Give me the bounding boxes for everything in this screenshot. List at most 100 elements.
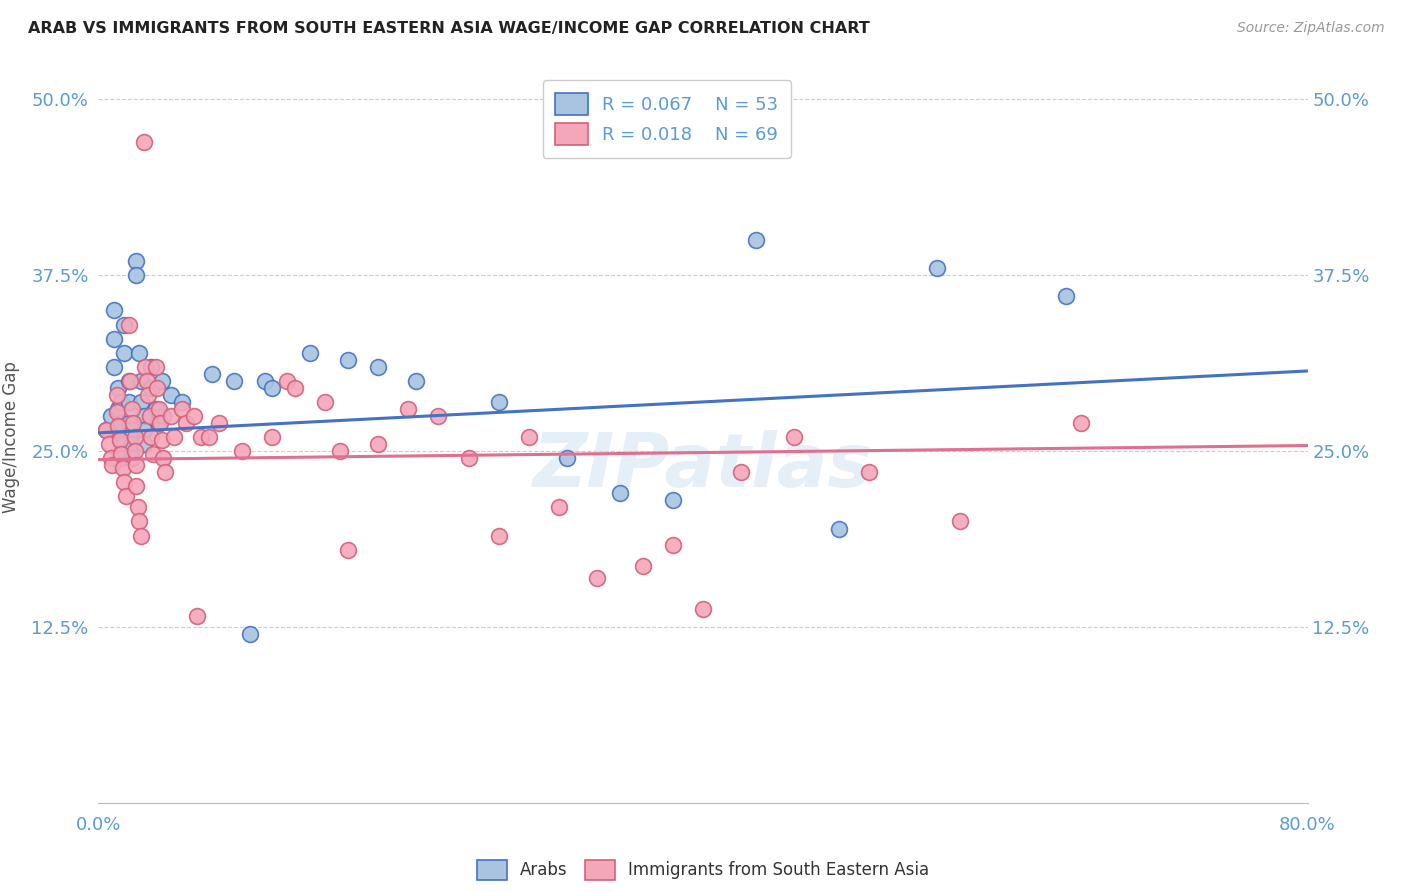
Point — [134, 359, 156, 374]
Point — [163, 430, 186, 444]
Point — [142, 447, 165, 461]
Point — [949, 515, 972, 529]
Point — [110, 451, 132, 466]
Point — [114, 489, 136, 503]
Text: ZIPatlas: ZIPatlas — [533, 430, 873, 503]
Point — [125, 479, 148, 493]
Point — [100, 409, 122, 423]
Point — [112, 345, 135, 359]
Point — [150, 433, 173, 447]
Point — [107, 423, 129, 437]
Point — [132, 409, 155, 423]
Point — [745, 233, 768, 247]
Point — [112, 318, 135, 332]
Point — [631, 559, 654, 574]
Point — [150, 374, 173, 388]
Point — [190, 430, 212, 444]
Point — [224, 374, 246, 388]
Point — [121, 437, 143, 451]
Point — [125, 458, 148, 473]
Text: Source: ZipAtlas.com: Source: ZipAtlas.com — [1237, 21, 1385, 35]
Point — [118, 374, 141, 388]
Point — [231, 444, 253, 458]
Point — [141, 430, 163, 444]
Point — [262, 430, 284, 444]
Point — [336, 352, 359, 367]
Point — [276, 374, 298, 388]
Point — [299, 345, 322, 359]
Point — [110, 395, 132, 409]
Point — [110, 447, 132, 461]
Point — [153, 465, 176, 479]
Point — [105, 388, 128, 402]
Point — [661, 538, 683, 552]
Point — [107, 381, 129, 395]
Point — [197, 430, 219, 444]
Point — [121, 401, 143, 416]
Point — [100, 451, 122, 466]
Point — [170, 401, 193, 416]
Point — [141, 381, 163, 395]
Point — [149, 416, 172, 430]
Point — [828, 521, 851, 535]
Point — [927, 261, 949, 276]
Point — [107, 418, 129, 433]
Point — [692, 601, 714, 615]
Point — [125, 254, 148, 268]
Point — [128, 345, 150, 359]
Point — [239, 627, 262, 641]
Point — [146, 381, 169, 395]
Point — [145, 359, 167, 374]
Point — [103, 332, 125, 346]
Point — [336, 542, 359, 557]
Point — [160, 409, 183, 423]
Point — [170, 395, 193, 409]
Point — [111, 461, 134, 475]
Point — [201, 367, 224, 381]
Point — [145, 401, 167, 416]
Point — [183, 409, 205, 423]
Point — [135, 374, 157, 388]
Point — [148, 416, 170, 430]
Point — [132, 135, 155, 149]
Point — [152, 451, 174, 466]
Point — [122, 416, 145, 430]
Point — [730, 465, 752, 479]
Point — [139, 409, 162, 423]
Point — [329, 444, 352, 458]
Point — [110, 437, 132, 451]
Point — [129, 374, 152, 388]
Point — [132, 437, 155, 451]
Point — [94, 423, 117, 437]
Point — [208, 416, 231, 430]
Point — [174, 416, 197, 430]
Point — [107, 401, 129, 416]
Point — [488, 528, 510, 542]
Point — [132, 423, 155, 437]
Point — [108, 433, 131, 447]
Point — [262, 381, 284, 395]
Point — [661, 493, 683, 508]
Point — [152, 409, 174, 423]
Point — [120, 374, 142, 388]
Point — [110, 416, 132, 430]
Point — [98, 437, 121, 451]
Point — [124, 430, 146, 444]
Point — [457, 451, 479, 466]
Point — [129, 395, 152, 409]
Point — [783, 430, 806, 444]
Point — [136, 388, 159, 402]
Point — [121, 451, 143, 466]
Point — [128, 515, 150, 529]
Point — [118, 395, 141, 409]
Point — [405, 374, 427, 388]
Point — [253, 374, 276, 388]
Point — [103, 359, 125, 374]
Point — [609, 486, 631, 500]
Point — [125, 268, 148, 283]
Y-axis label: Wage/Income Gap: Wage/Income Gap — [3, 361, 20, 513]
Point — [121, 423, 143, 437]
Point — [284, 381, 307, 395]
Point — [105, 405, 128, 419]
Point — [148, 401, 170, 416]
